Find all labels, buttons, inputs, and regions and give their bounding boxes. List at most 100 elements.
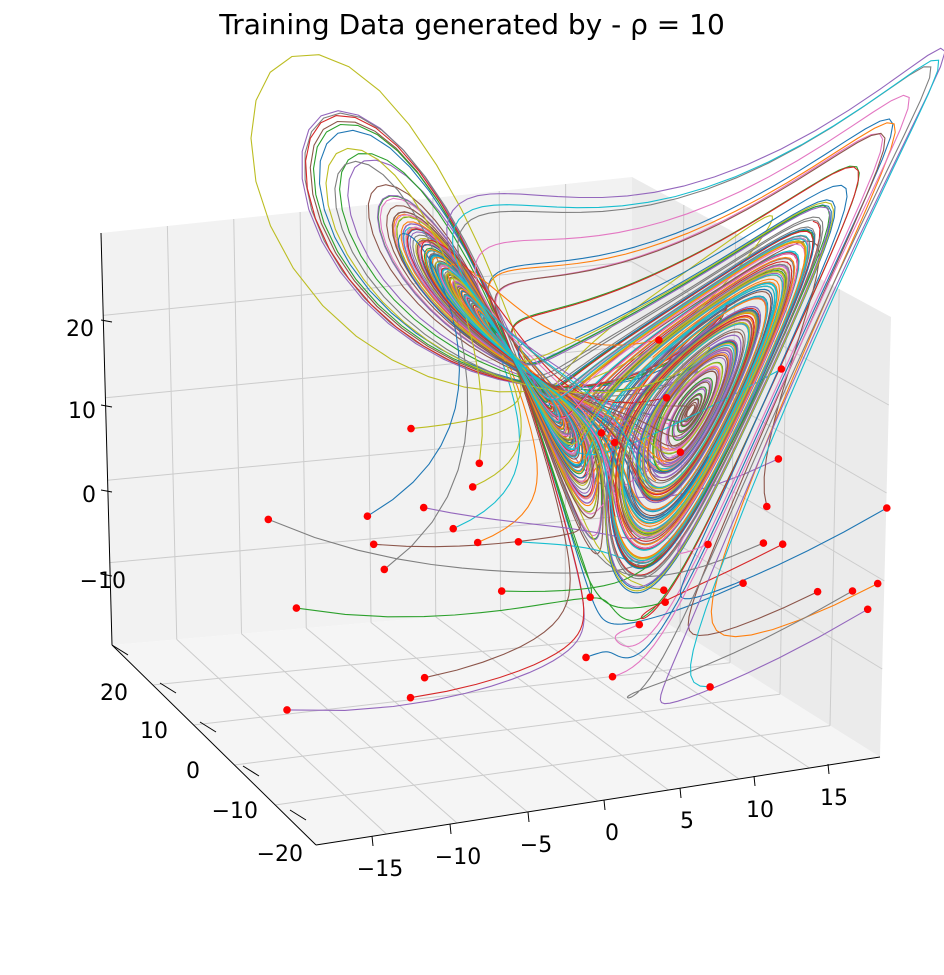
y-axis-ticks: 20 10 0 −10 −20 <box>100 681 303 867</box>
y-tick-mark <box>199 721 217 733</box>
x-tick-mark <box>449 823 452 835</box>
floor-pane <box>112 600 880 845</box>
initial-point-marker <box>610 438 619 447</box>
initial-point-marker <box>635 620 644 629</box>
x-tick-label: 10 <box>746 798 774 823</box>
y-tick-mark <box>111 644 129 656</box>
trajectory-line <box>373 205 772 548</box>
grid-line <box>498 190 501 612</box>
y-tick-label: 0 <box>186 759 200 784</box>
x-tick-mark <box>753 775 756 787</box>
grid-line <box>370 622 599 802</box>
x-tick-mark <box>371 835 374 847</box>
initial-point-marker <box>283 706 291 714</box>
initial-point-marker <box>582 653 590 662</box>
initial-point-marker <box>608 672 617 681</box>
initial-point-marker <box>419 503 428 512</box>
x-tick-label: 15 <box>820 786 848 811</box>
grid-line <box>299 211 307 629</box>
grid-line <box>233 218 242 634</box>
grid-line <box>829 288 840 726</box>
initial-point-marker <box>759 539 768 547</box>
x-tick-label: −15 <box>357 857 403 882</box>
initial-point-marker <box>813 587 822 596</box>
initial-points <box>264 336 891 714</box>
trajectory-line <box>436 59 940 688</box>
initial-point-marker <box>778 540 787 548</box>
x-tick-label: 0 <box>605 821 619 846</box>
chart-title: Training Data generated by - ρ = 10 <box>218 8 725 41</box>
initial-point-marker <box>292 604 301 612</box>
z-tick-label: −10 <box>80 569 126 594</box>
grid-line <box>305 627 528 813</box>
initial-point-marker <box>420 673 429 682</box>
trajectory-line <box>400 221 806 559</box>
y-tick-label: 20 <box>100 681 128 706</box>
initial-point-marker <box>514 538 523 546</box>
initial-point-marker <box>863 605 872 614</box>
axes-grid <box>103 183 890 835</box>
grid-line <box>729 232 737 663</box>
grid-line <box>435 616 669 791</box>
initial-point-marker <box>660 586 668 594</box>
grid-line <box>564 605 810 769</box>
initial-point-marker <box>363 512 372 520</box>
initial-point-marker <box>264 515 273 524</box>
y-tick-label: 10 <box>140 719 168 744</box>
axes-panes <box>101 177 891 845</box>
initial-point-marker <box>497 587 506 595</box>
initial-point-marker <box>883 504 891 512</box>
grid-line <box>500 610 740 780</box>
y-tick-label: −10 <box>212 799 258 824</box>
trajectory-line <box>396 216 807 559</box>
y-tick-mark <box>289 809 307 821</box>
initial-point-marker <box>475 459 484 468</box>
initial-point-marker <box>468 483 477 491</box>
x-axis-ticks: −15 −10 −5 0 5 10 15 <box>357 786 848 882</box>
grid-line <box>105 345 632 399</box>
grid-line <box>241 633 458 824</box>
grid-line <box>103 261 632 316</box>
initial-point-marker <box>777 365 786 373</box>
initial-point-marker <box>676 448 685 457</box>
z-tick-label: 20 <box>66 317 94 342</box>
z-tick-label: 10 <box>68 399 96 424</box>
x-tick-label: −10 <box>435 845 481 870</box>
z-axis-ticks: 20 10 0 −10 <box>66 317 126 594</box>
initial-point-marker <box>661 598 669 606</box>
y-axis-line <box>111 644 317 846</box>
x-tick-mark <box>603 799 606 811</box>
initial-point-marker <box>739 579 747 587</box>
initial-point-marker <box>597 429 606 437</box>
grid-line <box>779 260 788 695</box>
grid-line <box>275 725 831 806</box>
initial-point-marker <box>369 540 378 549</box>
grid-line <box>152 630 681 686</box>
grid-line <box>107 430 631 481</box>
initial-point-marker <box>774 455 783 463</box>
initial-point-marker <box>704 540 712 549</box>
initial-point-marker <box>407 424 415 433</box>
y-tick-mark <box>159 682 177 694</box>
initial-point-marker <box>380 565 389 574</box>
z-tick-mark <box>100 573 113 577</box>
axis-lines <box>100 232 881 847</box>
x-tick-mark <box>527 811 530 823</box>
initial-point-marker <box>473 538 482 547</box>
initial-point-marker <box>655 336 663 344</box>
initial-point-marker <box>848 587 857 595</box>
initial-point-marker <box>706 683 714 691</box>
y-tick-label: −20 <box>257 842 303 867</box>
initial-point-marker <box>662 394 671 402</box>
grid-line <box>166 225 178 640</box>
grid-line <box>109 514 631 564</box>
initial-point-marker <box>586 593 594 601</box>
grid-line <box>631 261 890 406</box>
z-tick-mark <box>100 404 113 408</box>
z-tick-mark <box>100 489 113 493</box>
z-tick-mark <box>100 319 113 323</box>
x-tick-mark <box>827 763 830 775</box>
grid-line <box>234 693 781 766</box>
trajectory-line <box>394 214 789 538</box>
